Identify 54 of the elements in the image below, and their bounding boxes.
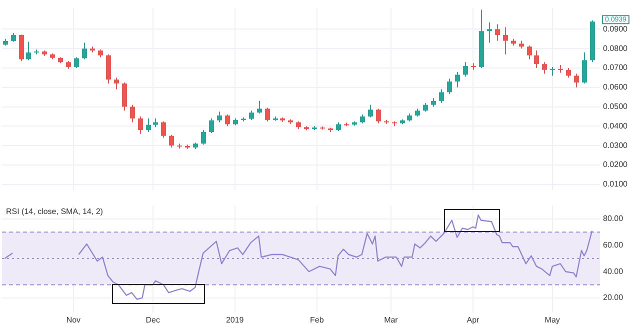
y-tick-label: 0.0400 — [603, 121, 628, 130]
x-tick-label: 2019 — [226, 315, 244, 324]
candlestick — [455, 71, 460, 88]
candlestick — [146, 118, 151, 132]
candlestick — [257, 100, 262, 114]
x-tick-label: Nov — [66, 315, 81, 324]
y-tick-label: 0.0100 — [603, 180, 628, 189]
candlestick — [201, 130, 206, 146]
candlestick — [122, 82, 127, 112]
candlestick — [574, 73, 579, 88]
y-tick-label: 0.0500 — [603, 102, 628, 111]
y-tick-label: 0.0800 — [603, 44, 628, 53]
x-tick-label: May — [544, 315, 560, 324]
candlestick — [582, 52, 587, 84]
candlestick — [225, 114, 230, 127]
candlestick — [217, 111, 222, 123]
y-tick-label: 0.0200 — [603, 160, 628, 170]
y-tick-label: 20.00 — [603, 293, 624, 302]
x-tick-label: Apr — [466, 315, 480, 324]
candlestick — [495, 24, 500, 42]
candlestick — [447, 78, 452, 95]
candlestick — [503, 26, 508, 55]
y-tick-label: 0.0600 — [603, 82, 628, 92]
candlestick — [209, 118, 214, 134]
y-tick-label: 0.0700 — [603, 63, 628, 72]
candlestick — [368, 104, 373, 118]
x-tick-label: Dec — [146, 315, 160, 324]
candlestick — [376, 108, 381, 124]
candlestick — [542, 62, 547, 74]
y-tick-label: 80.00 — [603, 214, 624, 224]
candlestick — [558, 64, 563, 74]
candlestick — [566, 67, 571, 78]
y-tick-label: 0.0300 — [603, 140, 628, 150]
candlestick — [169, 134, 174, 148]
candlestick — [487, 22, 492, 44]
candlestick — [527, 45, 532, 60]
candlestick — [130, 104, 135, 123]
candlestick — [534, 50, 539, 68]
candlestick — [439, 88, 444, 104]
candlestick — [114, 77, 119, 90]
x-tick-label: Feb — [310, 315, 324, 324]
candlestick — [265, 107, 270, 122]
candlestick — [249, 110, 254, 120]
candlestick — [82, 42, 87, 60]
y-tick-label: 60.00 — [603, 240, 624, 250]
chart-title: RSI (14, close, SMA, 14, 2) — [6, 207, 104, 216]
x-tick-label: Mar — [384, 315, 398, 324]
y-tick-label: 0.0900 — [603, 24, 628, 34]
y-tick-label: 40.00 — [603, 266, 624, 276]
candlestick — [26, 41, 31, 61]
candlestick — [463, 62, 468, 78]
candlestick — [138, 116, 143, 134]
candlestick — [74, 56, 79, 68]
candlestick — [161, 120, 166, 138]
